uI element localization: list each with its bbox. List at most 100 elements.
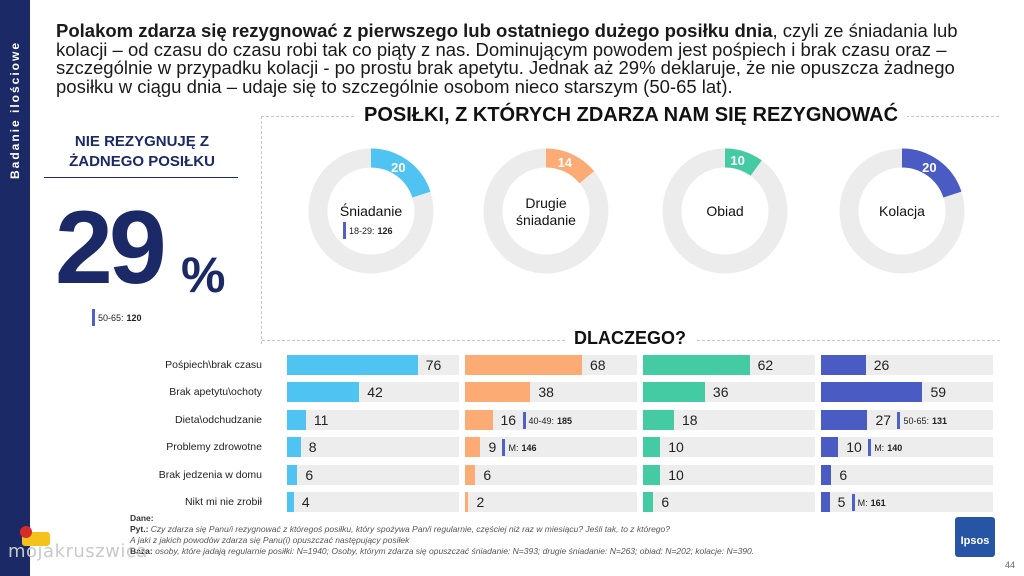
bar-value: 10: [846, 439, 862, 455]
tag-label: M:: [508, 442, 519, 453]
bar: [287, 382, 360, 402]
footer-question-label: Pyt.:: [130, 524, 149, 534]
bar: [821, 410, 868, 430]
bar-track: [287, 410, 459, 430]
bar: [465, 437, 481, 457]
bar-value: 10: [668, 467, 684, 483]
watermark: mojakruszwica: [8, 541, 148, 562]
bar-value: 5: [837, 494, 846, 510]
reason-label: Dieta\odchudzanie: [175, 414, 262, 426]
footer-notes: Dane: Pyt.: Czy zdarza się Panu/i rezygn…: [130, 513, 850, 557]
bar-tag: M: 146: [502, 439, 537, 456]
tag-value: 140: [887, 442, 903, 453]
bar: [821, 382, 923, 402]
bar-value: 11: [313, 412, 329, 428]
tag-label: M:: [874, 442, 885, 453]
reason-label: Brak jedzenia w domu: [158, 469, 262, 481]
no-skip-title: NIE REZYGNUJĘ Z ŻADNEGO POSIŁKU: [69, 133, 215, 170]
tag-value: 146: [521, 442, 537, 453]
tag-tick: [897, 412, 901, 429]
bar: [821, 437, 839, 457]
bar: [643, 465, 661, 485]
tag-tick: [343, 222, 346, 239]
no-skip-unit: %: [181, 247, 226, 303]
donut-2: [662, 148, 788, 274]
donut-value: 14: [557, 155, 573, 171]
tag-label: 40-49:: [528, 415, 555, 426]
side-band: Badanie ilościowe: [0, 0, 30, 576]
bar: [821, 465, 832, 485]
bar-value: 8: [308, 439, 317, 455]
bar-track: [821, 465, 993, 485]
donut-label: Śniadanie: [339, 203, 403, 219]
bar: [643, 492, 654, 512]
reason-label: Nikt mi nie zrobił: [184, 496, 262, 508]
bar-value: 6: [839, 467, 848, 483]
tag-tick: [522, 412, 526, 429]
bar-track: [643, 437, 815, 457]
tag-label: M:: [857, 497, 868, 508]
tag-tick: [502, 439, 506, 456]
bar-value: 16: [500, 412, 517, 428]
bar-tag: 50-65: 131: [897, 412, 947, 429]
donut-label: Obiad: [706, 203, 744, 219]
why-chart-title: DLACZEGO?: [565, 328, 695, 349]
bar: [287, 410, 306, 430]
no-skip-divider: [44, 177, 238, 178]
bar: [465, 382, 531, 402]
bar-value: 36: [712, 384, 729, 400]
bar-track: [643, 410, 815, 430]
bar-track: [821, 492, 993, 512]
bar-value: 68: [589, 357, 606, 373]
footer-question2-text: A jaki z jakich powodów zdarza się Panu(…: [130, 535, 410, 545]
bar: [643, 437, 661, 457]
donut-slice: [370, 148, 431, 199]
bar: [821, 355, 866, 375]
no-skip-tag: 50-65: 120: [92, 309, 142, 326]
tag-tick: [868, 439, 872, 456]
bar-value: 76: [425, 357, 442, 373]
tag-value: 126: [377, 225, 393, 236]
tag-value: 185: [557, 415, 573, 426]
meals-chart-title: POSIŁKI, Z KTÓRYCH ZDARZA NAM SIĘ REZYGN…: [355, 104, 908, 127]
bar-value: 38: [538, 384, 554, 400]
bar: [643, 410, 674, 430]
bar-tag: M: 161: [851, 494, 886, 511]
reason-label: Problemy zdrowotne: [166, 441, 262, 453]
bar-value: 6: [661, 494, 670, 510]
donut-value: 20: [922, 160, 937, 176]
bar-track: [643, 492, 815, 512]
bar-value: 9: [488, 439, 497, 455]
bar-track: [465, 437, 637, 457]
bar: [287, 355, 418, 375]
bar: [821, 492, 830, 512]
tag-value: 131: [931, 415, 947, 426]
footer-data-label: Dane:: [130, 513, 154, 523]
bar-tag: 40-49: 185: [522, 412, 573, 429]
tag-tick: [92, 309, 95, 326]
bar-track: [465, 465, 637, 485]
reason-label: Pośpiech\brak czasu: [165, 359, 262, 371]
bar: [643, 355, 750, 375]
bar-value: 6: [305, 467, 314, 483]
bar-track: [287, 492, 459, 512]
headline-bold: Polakom zdarza się rezygnować z pierwsze…: [56, 20, 773, 41]
bar-value: 10: [668, 439, 684, 455]
donut-1: [483, 148, 609, 274]
tag-label: 50-65:: [903, 415, 929, 426]
bar: [287, 437, 301, 457]
headline: Polakom zdarza się rezygnować z pierwsze…: [56, 20, 981, 96]
mascot-logo-icon: [20, 526, 50, 546]
bar-track: [465, 492, 637, 512]
bar-value: 27: [875, 412, 892, 428]
bar-value: 59: [930, 384, 947, 400]
bar: [287, 465, 298, 485]
bar: [465, 465, 476, 485]
bar: [287, 492, 294, 512]
bar-track: [287, 465, 459, 485]
tag-tick: [851, 494, 855, 511]
footer-base-label: Baza:: [130, 546, 153, 556]
tag-label: 50-65:: [98, 312, 124, 323]
side-label: Badanie ilościowe: [8, 40, 22, 180]
bar-value: 6: [483, 467, 492, 483]
